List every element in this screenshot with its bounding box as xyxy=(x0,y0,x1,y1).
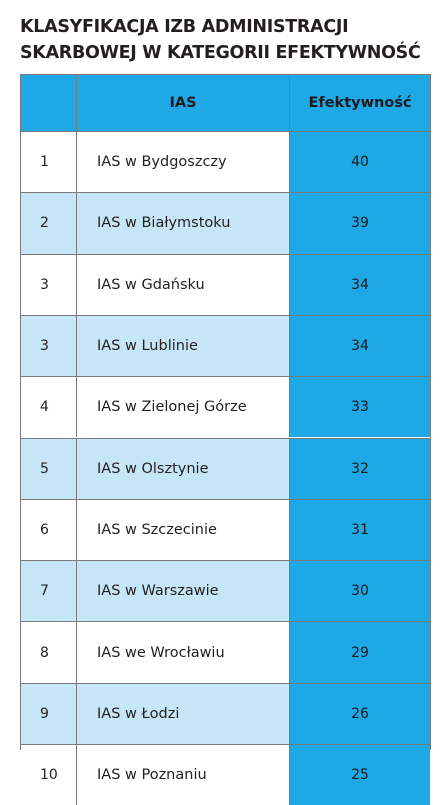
rank-cell: 7 xyxy=(21,561,77,622)
rank-cell: 3 xyxy=(21,254,77,315)
efektywnosc-value-cell: 29 xyxy=(290,622,430,683)
table-row: 1 IAS w Bydgoszczy 40 xyxy=(21,131,430,193)
efektywnosc-value-cell: 39 xyxy=(290,193,430,254)
table-row: 7 IAS w Warszawie 30 xyxy=(21,560,430,622)
table-row: 3 IAS w Gdańsku 34 xyxy=(21,253,430,315)
table-row: 9 IAS w Łodzi 26 xyxy=(21,682,430,744)
ranking-table: IAS Efektywność 1 IAS w Bydgoszczy 40 2 IAS … xyxy=(20,74,431,805)
ias-name-cell: IAS w Bydgoszczy xyxy=(77,132,290,193)
efektywnosc-value-cell: 33 xyxy=(290,377,430,438)
table-row: 4 IAS w Zielonej Górze 33 xyxy=(21,376,430,438)
rank-cell: 4 xyxy=(21,377,77,438)
ias-name-cell: IAS we Wrocławiu xyxy=(77,622,290,683)
table-header-row: IAS Efektywność xyxy=(21,75,430,131)
rank-cell: 5 xyxy=(21,438,77,499)
ias-name-cell: IAS w Olsztynie xyxy=(77,438,290,499)
rank-cell: 10 xyxy=(21,745,77,805)
title-line-1: KLASYFIKACJA IZB ADMINISTRACJI xyxy=(20,17,349,37)
rank-cell: 9 xyxy=(21,683,77,744)
rank-cell: 2 xyxy=(21,193,77,254)
ias-name-cell: IAS w Łodzi xyxy=(77,683,290,744)
table-row: 6 IAS w Szczecinie 31 xyxy=(21,498,430,561)
efektywnosc-value-cell: 34 xyxy=(290,254,430,315)
rank-cell: 3 xyxy=(21,315,77,377)
ias-name-cell: IAS w Zielonej Górze xyxy=(77,377,290,438)
ias-name-cell: IAS w Poznaniu xyxy=(77,745,290,805)
efektywnosc-value-cell: 25 xyxy=(290,745,430,805)
table-row: 3 IAS w Lublinie 34 xyxy=(21,314,430,377)
efektywnosc-value-cell: 40 xyxy=(290,132,430,193)
header-ias-cell: IAS xyxy=(77,75,290,131)
header-rank-cell xyxy=(21,75,77,131)
ias-name-cell: IAS w Lublinie xyxy=(77,315,290,377)
efektywnosc-value-cell: 30 xyxy=(290,561,430,622)
rank-cell: 6 xyxy=(21,499,77,561)
efektywnosc-value-cell: 31 xyxy=(290,499,430,561)
ias-name-cell: IAS w Białymstoku xyxy=(77,193,290,254)
title-line-2: SKARBOWEJ W KATEGORII EFEKTYWNOŚĆ xyxy=(20,43,421,63)
table-row: 5 IAS w Olsztynie 32 xyxy=(21,437,430,499)
ias-name-cell: IAS w Warszawie xyxy=(77,561,290,622)
efektywnosc-value-cell: 32 xyxy=(290,438,430,499)
rank-cell: 1 xyxy=(21,132,77,193)
table-row: 10 IAS w Poznaniu 25 xyxy=(21,744,430,805)
efektywnosc-value-cell: 26 xyxy=(290,683,430,744)
ias-name-cell: IAS w Gdańsku xyxy=(77,254,290,315)
header-efektywnosc-cell: Efektywność xyxy=(290,75,430,131)
chart-title: KLASYFIKACJA IZB ADMINISTRACJI SKARBOWEJ… xyxy=(20,14,440,66)
rank-cell: 8 xyxy=(21,622,77,683)
table-row: 2 IAS w Białymstoku 39 xyxy=(21,192,430,254)
efektywnosc-value-cell: 34 xyxy=(290,315,430,377)
table-row: 8 IAS we Wrocławiu 29 xyxy=(21,621,430,683)
ias-name-cell: IAS w Szczecinie xyxy=(77,499,290,561)
